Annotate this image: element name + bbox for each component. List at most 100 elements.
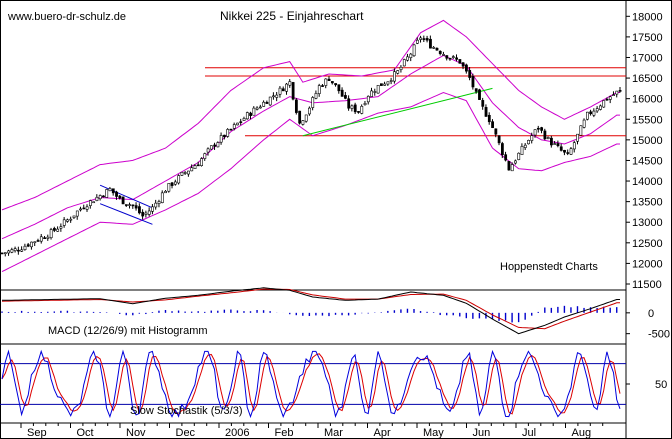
- price-y-tick-label: 13500: [632, 197, 663, 209]
- candle-body: [468, 70, 472, 78]
- candle-body: [563, 149, 566, 153]
- candle-body: [187, 170, 190, 175]
- candle-body: [458, 59, 462, 64]
- candle-body: [291, 82, 295, 100]
- candle-body: [36, 240, 40, 242]
- candle-body: [311, 97, 315, 108]
- candle-body: [461, 62, 465, 67]
- candle-body: [13, 248, 17, 252]
- candle-body: [373, 91, 377, 93]
- candle-body: [340, 89, 344, 97]
- candle-body: [487, 114, 491, 123]
- candle-body: [370, 90, 373, 97]
- candle-body: [49, 229, 53, 239]
- macd-panel: [1, 287, 620, 335]
- candle-body: [448, 57, 452, 60]
- candle-body: [396, 70, 400, 74]
- x-tick-label: Feb: [275, 427, 294, 439]
- candle-body: [399, 66, 403, 70]
- candle-body: [98, 195, 102, 200]
- candle-body: [553, 143, 557, 145]
- candle-body: [92, 201, 96, 204]
- candle-body: [366, 95, 370, 103]
- candle-body: [357, 111, 360, 113]
- candle-body: [595, 108, 599, 112]
- candle-body: [164, 190, 167, 194]
- candle-body: [500, 143, 504, 156]
- candle-body: [478, 89, 481, 100]
- candle-body: [406, 56, 409, 61]
- candle-body: [559, 146, 563, 151]
- candle-body: [121, 196, 125, 205]
- candle-body: [612, 94, 615, 96]
- x-tick-label: Aug: [572, 427, 592, 439]
- chart-title: Nikkei 225 - Einjahreschart: [220, 9, 364, 23]
- candle-body: [556, 143, 560, 147]
- candle-body: [196, 164, 200, 167]
- candle-body: [415, 39, 419, 44]
- candle-body: [504, 154, 508, 161]
- candle-body: [262, 101, 266, 107]
- candle-body: [115, 191, 118, 197]
- candle-body: [393, 71, 396, 82]
- candle-body: [536, 127, 540, 130]
- price-y-tick-label: 16000: [632, 94, 663, 106]
- price-y-tick-label: 13000: [632, 217, 663, 229]
- candle-body: [484, 107, 488, 117]
- site-label: www.buero-dr-schulz.de: [7, 11, 126, 23]
- candle-body: [429, 38, 432, 49]
- candle-body: [471, 76, 475, 88]
- candle-body: [605, 98, 609, 101]
- candle-body: [350, 105, 354, 109]
- candle-body: [615, 90, 619, 95]
- candle-body: [445, 55, 449, 59]
- candle-body: [105, 189, 109, 198]
- candle-body: [321, 85, 324, 87]
- candle-body: [608, 96, 612, 100]
- macd-label: MACD (12/26/9) mit Histogramm: [48, 325, 208, 337]
- lower-bollinger-band: [1, 91, 620, 273]
- candle-body: [223, 134, 226, 138]
- candle-body: [138, 206, 141, 214]
- candle-body: [376, 84, 380, 94]
- candle-body: [402, 59, 406, 67]
- candle-body: [252, 107, 256, 116]
- candle-body: [308, 107, 311, 115]
- candle-body: [226, 129, 230, 137]
- candle-body: [324, 78, 328, 86]
- candle-body: [75, 210, 79, 217]
- candle-body: [95, 196, 99, 201]
- stochastic-d-line: [1, 353, 621, 415]
- x-tick-label: Dec: [176, 427, 196, 439]
- stochastic-panel: [0, 349, 626, 419]
- price-y-tick-label: 16500: [632, 73, 663, 85]
- macd-signal-line: [1, 288, 620, 330]
- candle-body: [245, 112, 249, 120]
- candle-body: [183, 172, 187, 174]
- candle-body: [383, 83, 387, 86]
- candle-body: [527, 140, 530, 145]
- x-tick-label: Mar: [324, 427, 343, 439]
- candle-body: [268, 96, 272, 106]
- price-y-tick-label: 15500: [632, 114, 663, 126]
- candle-body: [474, 88, 478, 92]
- candle-body: [144, 212, 148, 215]
- candle-body: [285, 83, 288, 92]
- stochastic-k-line: [1, 349, 621, 419]
- price-y-tick-label: 18000: [632, 11, 663, 23]
- price-y-tick-label: 11500: [632, 279, 662, 291]
- candle-body: [154, 202, 158, 208]
- candle-body: [278, 87, 282, 95]
- candle-body: [481, 100, 485, 107]
- candle-body: [334, 83, 338, 86]
- candle-body: [432, 47, 436, 49]
- candle-body: [39, 236, 43, 242]
- candle-body: [59, 226, 63, 229]
- candle-body: [46, 236, 50, 239]
- candle-body: [43, 237, 47, 239]
- candle-body: [85, 206, 89, 210]
- candle-body: [347, 98, 351, 109]
- candle-body: [422, 38, 426, 40]
- price-y-tick-label: 15000: [632, 135, 663, 147]
